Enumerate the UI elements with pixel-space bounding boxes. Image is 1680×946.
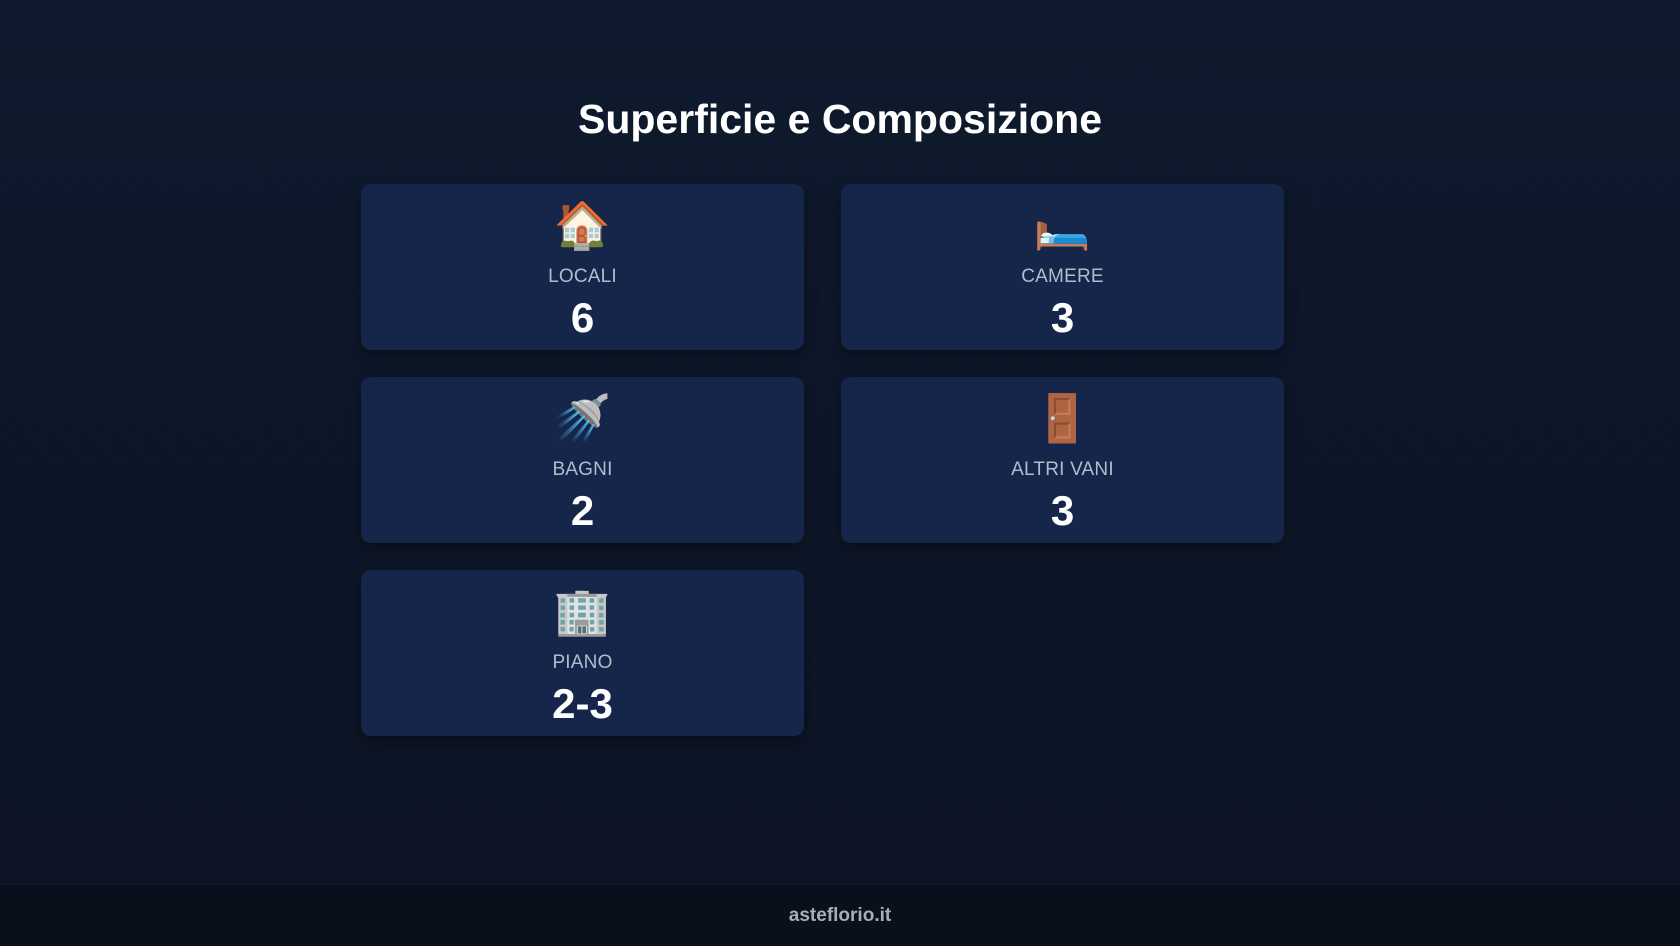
footer: asteflorio.it [0,884,1680,946]
house-icon: 🏠 [553,198,612,252]
door-icon: 🚪 [1033,391,1092,445]
card-label: LOCALI [548,266,617,287]
card-value: 2-3 [552,680,613,727]
card-bagni: 🚿 BAGNI 2 [361,377,804,543]
shower-icon: 🚿 [553,391,612,445]
card-label: BAGNI [552,459,613,480]
card-camere: 🛏️ CAMERE 3 [841,184,1284,350]
footer-site-name: asteflorio.it [788,904,892,926]
page-title: Superficie e Composizione [578,96,1102,142]
card-altri-vani: 🚪 ALTRI VANI 3 [841,377,1284,543]
card-label: PIANO [552,652,613,673]
building-icon: 🏢 [553,584,612,638]
card-label: CAMERE [1021,266,1104,287]
composition-grid: 🏠 LOCALI 6 🛏️ CAMERE 3 🚿 BAGNI 2 🚪 ALTRI… [361,184,1284,736]
card-value: 3 [1050,294,1075,341]
card-value: 6 [570,294,595,341]
card-value: 3 [1050,487,1075,534]
bed-icon: 🛏️ [1033,198,1092,252]
card-locali: 🏠 LOCALI 6 [361,184,804,350]
card-label: ALTRI VANI [1011,459,1114,480]
card-piano: 🏢 PIANO 2-3 [361,570,804,736]
card-value: 2 [570,487,595,534]
